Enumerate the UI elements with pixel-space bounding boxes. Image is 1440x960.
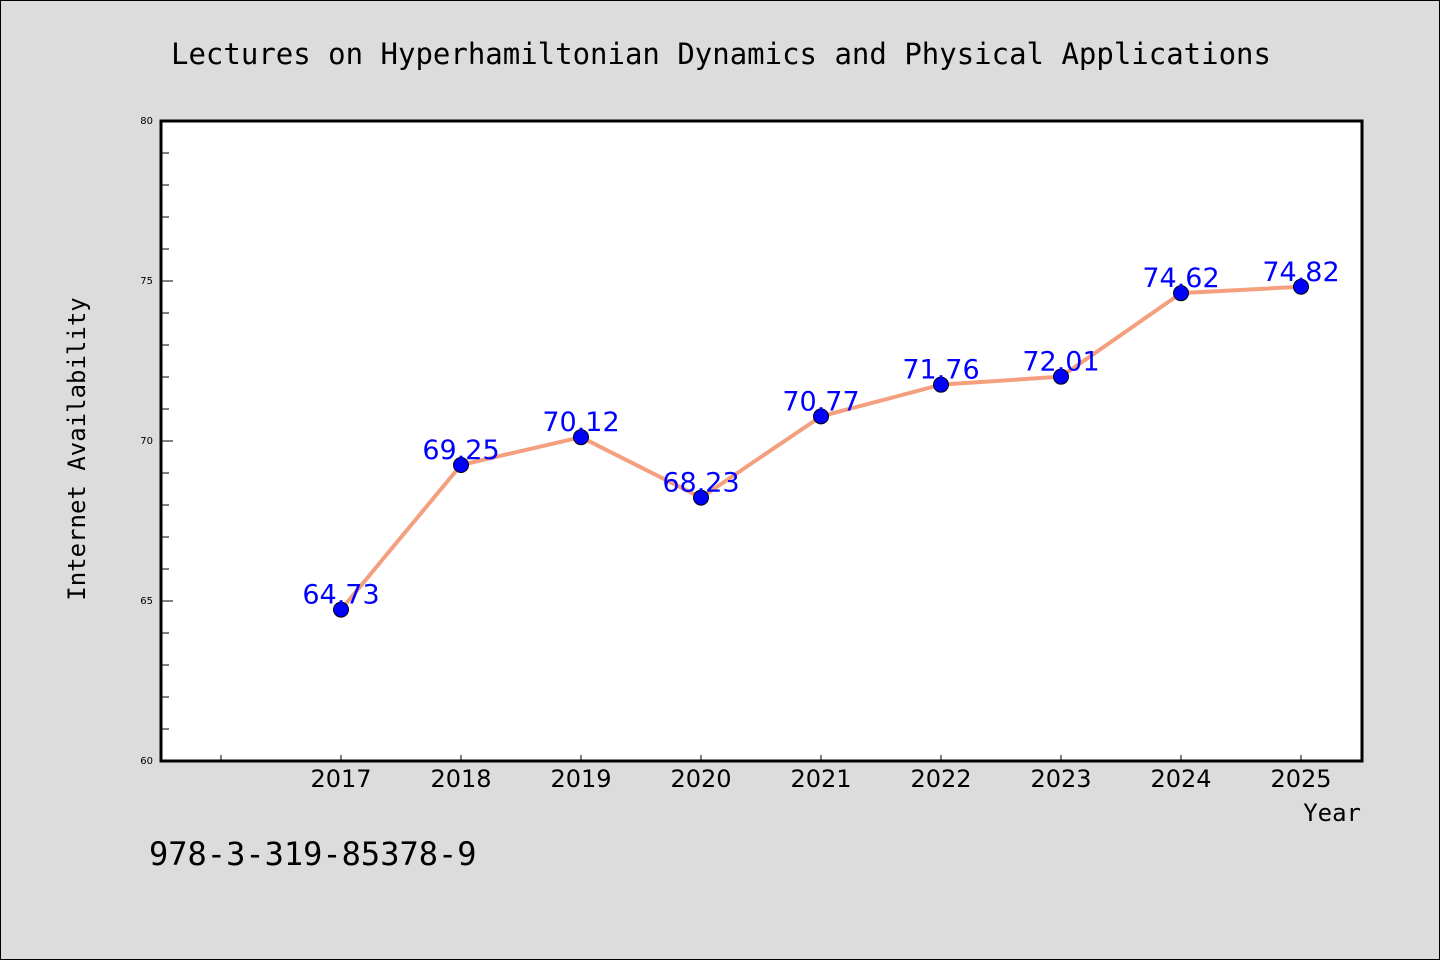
- data-labels: 64.73 69.25 70.12 68.23 70.77 71.76 72.01 74.62…: [302, 257, 1339, 611]
- data-label: 70.77: [782, 386, 859, 417]
- x-axis: 2017 2018 2019 2020 2021 2022 2023 2024 2025: [220, 755, 1332, 793]
- y-axis-label: Internet Availability: [63, 297, 91, 600]
- data-point: [453, 457, 469, 473]
- data-point: [813, 408, 829, 425]
- plot-area: [161, 121, 1362, 761]
- y-tick-label: 80: [140, 116, 153, 127]
- data-label: 74.82: [1262, 257, 1339, 288]
- data-point: [1053, 368, 1069, 385]
- chart-title: Lectures on Hyperhamiltonian Dynamics an…: [171, 37, 1271, 71]
- y-tick-label: 70: [140, 436, 153, 447]
- x-tick-label: 2025: [1270, 765, 1331, 793]
- x-tick-label: 2021: [790, 765, 851, 793]
- y-tick-label: 65: [140, 596, 153, 607]
- data-point: [693, 489, 709, 506]
- x-tick-label: 2023: [1030, 765, 1091, 793]
- data-label: 69.25: [422, 435, 499, 466]
- x-tick-label: 2019: [550, 765, 611, 793]
- data-point: [333, 601, 349, 618]
- data-label: 68.23: [662, 468, 739, 499]
- data-point: [573, 429, 589, 446]
- x-tick-label: 2018: [430, 765, 491, 793]
- data-label: 70.12: [542, 407, 619, 438]
- x-tick-label: 2024: [1150, 765, 1211, 793]
- data-label: 71.76: [902, 355, 979, 386]
- data-point: [933, 376, 949, 393]
- x-tick-label: 2022: [910, 765, 971, 793]
- plot-frame: [159, 119, 1364, 763]
- data-series: [333, 278, 1309, 618]
- y-tick-label: 60: [140, 756, 153, 767]
- x-tick-label: 2017: [310, 765, 371, 793]
- data-label: 74.62: [1142, 263, 1219, 294]
- x-axis-label: Year: [1303, 799, 1361, 827]
- data-point: [1173, 285, 1189, 302]
- data-label: 64.73: [302, 580, 379, 611]
- data-point: [1293, 278, 1309, 295]
- y-tick-label: 75: [140, 276, 153, 287]
- isbn-text: 978-3-319-85378-9: [149, 835, 477, 873]
- data-label: 72.01: [1022, 347, 1099, 378]
- x-tick-label: 2020: [670, 765, 731, 793]
